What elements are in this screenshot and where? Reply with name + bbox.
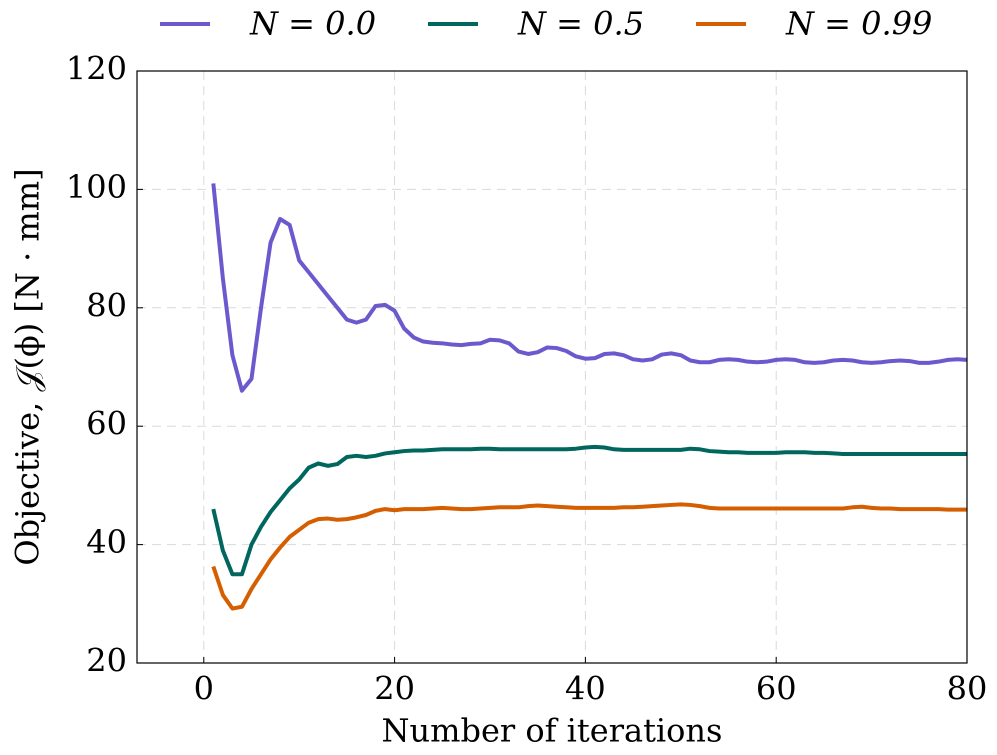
x-tick-label: 20: [374, 670, 415, 708]
x-tick-label: 80: [947, 670, 988, 708]
x-tick-label: 0: [194, 670, 214, 708]
legend-label: N = 0.0: [249, 5, 376, 43]
y-tick-label: 40: [86, 523, 127, 561]
x-axis-label: Number of iterations: [382, 712, 723, 750]
y-axis-label: Objective, 𝒥(ϕ) [N · mm]: [9, 168, 47, 565]
x-tick-label: 40: [565, 670, 606, 708]
y-tick-label: 80: [86, 286, 127, 324]
x-tick-label: 60: [756, 670, 797, 708]
y-tick-label: 60: [86, 405, 127, 443]
series-line: [211, 502, 967, 611]
series-line: [211, 183, 968, 393]
legend-label: N = 0.5: [517, 5, 644, 43]
legend-label: N = 0.99: [785, 5, 932, 43]
y-tick-label: 20: [86, 642, 127, 680]
plot-frame: [136, 70, 968, 664]
series-line: [211, 444, 967, 577]
y-tick-label: 120: [66, 50, 127, 88]
y-tick-label: 100: [66, 168, 127, 206]
